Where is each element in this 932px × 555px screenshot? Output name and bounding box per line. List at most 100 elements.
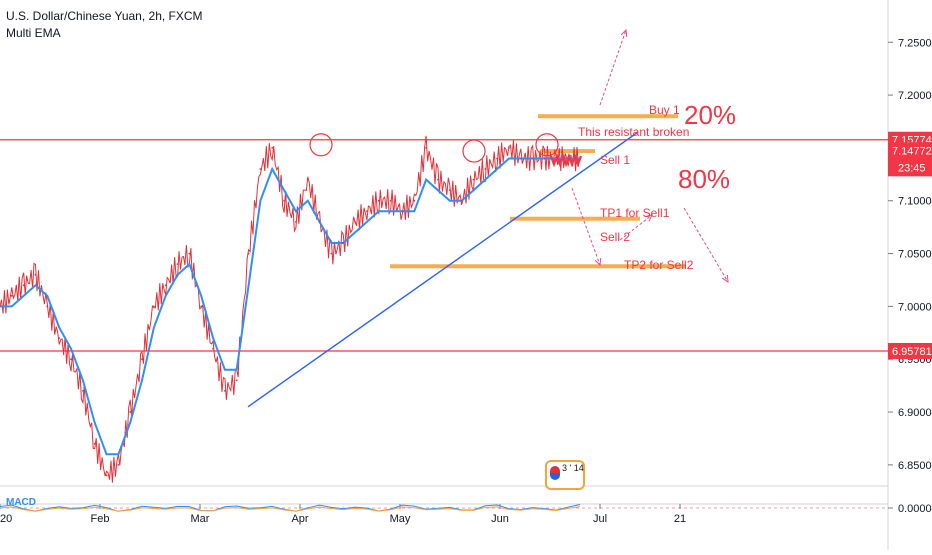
arrow-head (645, 214, 653, 222)
price-data-point (224, 390, 226, 392)
price-data-point (448, 189, 451, 192)
price-tick-label: 7.20000 (898, 90, 932, 102)
current-price-tag (888, 142, 932, 177)
price-data-point (176, 263, 179, 265)
ema-series-line (0, 157, 580, 456)
price-data-point (34, 273, 37, 276)
target-zone (510, 216, 640, 221)
price-data-point (0, 305, 1, 308)
annotation-label: 80% (678, 164, 730, 194)
price-data-point (164, 284, 167, 287)
target-zone (540, 149, 595, 154)
annotation-label: Buy 1 (649, 103, 680, 117)
price-tick-label: 6.85000 (898, 460, 932, 472)
price-data-point (425, 147, 427, 149)
price-data-point (508, 147, 510, 149)
price-data-point (247, 252, 250, 255)
price-data-point (283, 199, 285, 202)
projection-arrow (619, 214, 653, 241)
price-data-point (212, 347, 215, 350)
time-tick-label: 21 (674, 513, 686, 525)
projection-arrow (599, 29, 627, 106)
price-data-point (437, 178, 439, 181)
level-price-tag-label: 6.95781 (892, 346, 932, 358)
time-tick-label: Mar (191, 513, 210, 525)
macd-signal-line (0, 506, 581, 512)
annotation-label: Sell 1 (600, 153, 630, 167)
price-data-point (318, 221, 321, 223)
price-data-point (413, 199, 416, 202)
arrow-head (721, 274, 729, 283)
price-data-point (46, 305, 49, 308)
price-series-line (0, 135, 579, 483)
price-tick-label: 6.90000 (898, 407, 932, 419)
price-data-point (330, 252, 333, 255)
price-data-point (496, 157, 498, 160)
flag-icon (550, 466, 560, 480)
replay-badge[interactable]: 3 ' 14 (545, 460, 585, 490)
time-tick-label: May (390, 513, 411, 525)
price-data-point (354, 221, 356, 223)
price-data-point (58, 337, 61, 339)
peak-marker-circle (535, 133, 559, 157)
current-price-label: 7.14772 (892, 145, 932, 157)
support-trendline (247, 131, 639, 408)
price-data-point (531, 157, 534, 160)
target-zone (390, 264, 686, 269)
price-data-point (259, 168, 262, 170)
price-data-point (235, 379, 238, 382)
level-price-tag (888, 342, 932, 359)
price-data-point (543, 157, 546, 160)
price-data-point (82, 390, 84, 392)
price-data-point (484, 168, 487, 170)
price-data-point (401, 210, 404, 213)
price-data-point (117, 464, 120, 466)
price-data-point (188, 252, 191, 255)
badge-text: 3 ' 14 (562, 463, 584, 473)
price-data-point (22, 284, 25, 287)
price-tick-label: 7.10000 (898, 196, 932, 208)
annotation-label: 20% (684, 100, 736, 130)
time-tick-label: 2020 (0, 513, 12, 525)
time-tick-label: Apr (291, 513, 308, 525)
projection-arrow (571, 187, 601, 266)
arrow-head (594, 257, 602, 267)
price-data-point (141, 358, 143, 361)
arrow-head (620, 28, 628, 38)
target-zone (538, 114, 678, 119)
annotation-label: TP2 for Sell2 (624, 258, 694, 272)
price-data-point (472, 178, 475, 181)
time-tick-label: Feb (91, 513, 110, 525)
price-data-point (70, 358, 72, 361)
macd-label: MACD (6, 497, 36, 508)
annotation-label: This resistant broken (578, 125, 689, 139)
annotation-label: Sell 2 (600, 230, 630, 244)
annotation-label: TP1 for Sell1 (600, 206, 670, 220)
price-data-point (153, 305, 155, 308)
macd-tick-label: 0.00000 (898, 503, 932, 515)
time-tick-label: Jul (593, 513, 607, 525)
price-tick-label: 7.00000 (898, 301, 932, 313)
time-tick-label: Jun (491, 513, 509, 525)
indicator-label: Multi EMA (6, 26, 61, 40)
price-data-point (306, 178, 309, 181)
price-data-point (105, 474, 108, 477)
price-tick-label: 7.05000 (898, 249, 932, 261)
price-data-point (10, 294, 13, 297)
price-tick-label: 7.25000 (898, 37, 932, 49)
symbol-title: U.S. Dollar/Chinese Yuan, 2h, FXCM (6, 9, 203, 23)
price-data-point (93, 442, 96, 445)
price-data-point (389, 199, 392, 202)
price-data-point (377, 199, 380, 202)
peak-marker-circle (462, 139, 486, 163)
price-data-point (271, 147, 274, 149)
price-data-point (342, 242, 345, 244)
price-data-point (519, 157, 522, 160)
chart-legend: U.S. Dollar/Chinese Yuan, 2h, FXCM Multi… (6, 8, 203, 42)
price-data-point (366, 210, 368, 213)
price-data-point (129, 411, 132, 413)
countdown-label: 23:45 (898, 162, 926, 174)
price-data-point (460, 199, 463, 202)
